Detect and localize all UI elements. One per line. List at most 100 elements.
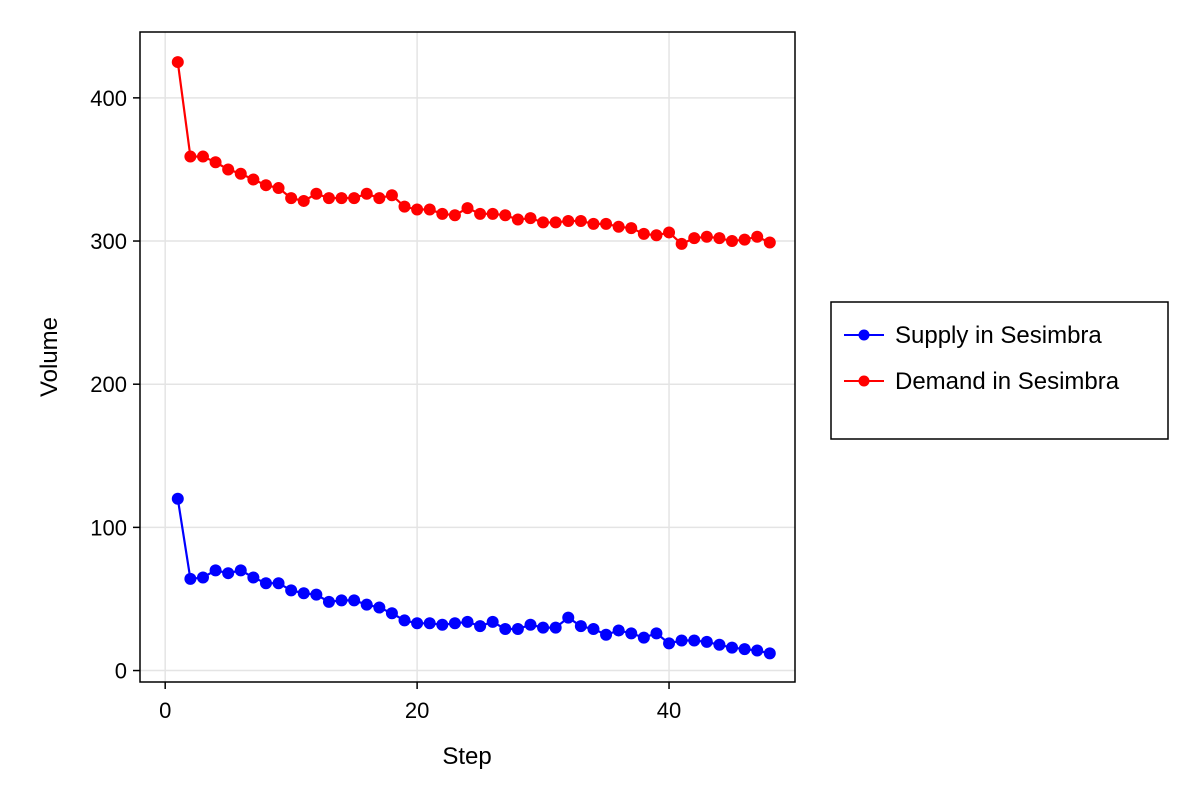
data-point-demand-in-sesimbra bbox=[738, 233, 751, 246]
data-point-demand-in-sesimbra bbox=[612, 220, 625, 233]
data-point-demand-in-sesimbra bbox=[348, 192, 361, 205]
data-point-demand-in-sesimbra bbox=[297, 194, 310, 207]
data-point-demand-in-sesimbra bbox=[663, 226, 676, 239]
data-point-supply-in-sesimbra bbox=[310, 588, 323, 601]
series-line-supply-in-sesimbra bbox=[176, 498, 771, 655]
data-point-demand-in-sesimbra bbox=[461, 202, 474, 215]
data-point-demand-in-sesimbra bbox=[763, 236, 776, 249]
data-point-demand-in-sesimbra bbox=[322, 192, 335, 205]
data-point-supply-in-sesimbra bbox=[171, 492, 184, 505]
data-point-supply-in-sesimbra bbox=[335, 594, 348, 607]
data-point-demand-in-sesimbra bbox=[574, 214, 587, 227]
data-point-demand-in-sesimbra bbox=[486, 207, 499, 220]
data-point-supply-in-sesimbra bbox=[385, 607, 398, 620]
data-point-demand-in-sesimbra bbox=[448, 209, 461, 222]
data-point-supply-in-sesimbra bbox=[209, 564, 222, 577]
data-point-demand-in-sesimbra bbox=[562, 214, 575, 227]
data-point-supply-in-sesimbra bbox=[663, 637, 676, 650]
y-tick-label: 0 bbox=[115, 659, 127, 684]
data-point-supply-in-sesimbra bbox=[348, 594, 361, 607]
data-point-supply-in-sesimbra bbox=[751, 644, 764, 657]
data-point-supply-in-sesimbra bbox=[322, 595, 335, 608]
data-point-supply-in-sesimbra bbox=[272, 577, 285, 590]
data-point-supply-in-sesimbra bbox=[600, 628, 613, 641]
data-point-supply-in-sesimbra bbox=[373, 601, 386, 614]
data-point-supply-in-sesimbra bbox=[700, 635, 713, 648]
data-point-demand-in-sesimbra bbox=[650, 229, 663, 242]
data-point-demand-in-sesimbra bbox=[537, 216, 550, 229]
data-point-supply-in-sesimbra bbox=[398, 614, 411, 627]
data-point-supply-in-sesimbra bbox=[297, 587, 310, 600]
data-point-demand-in-sesimbra bbox=[549, 216, 562, 229]
data-point-demand-in-sesimbra bbox=[587, 217, 600, 230]
data-point-demand-in-sesimbra bbox=[411, 203, 424, 216]
data-point-demand-in-sesimbra bbox=[398, 200, 411, 213]
data-point-supply-in-sesimbra bbox=[411, 617, 424, 630]
data-point-demand-in-sesimbra bbox=[474, 207, 487, 220]
legend-label-supply: Supply in Sesimbra bbox=[895, 322, 1102, 349]
data-point-supply-in-sesimbra bbox=[713, 638, 726, 651]
data-point-demand-in-sesimbra bbox=[272, 182, 285, 195]
data-point-demand-in-sesimbra bbox=[700, 230, 713, 243]
data-point-demand-in-sesimbra bbox=[726, 235, 739, 248]
data-point-supply-in-sesimbra bbox=[184, 572, 197, 585]
data-point-demand-in-sesimbra bbox=[360, 187, 373, 200]
data-point-supply-in-sesimbra bbox=[423, 617, 436, 630]
data-point-supply-in-sesimbra bbox=[247, 571, 260, 584]
data-point-supply-in-sesimbra bbox=[196, 571, 209, 584]
x-tick-label: 20 bbox=[405, 698, 429, 723]
data-point-supply-in-sesimbra bbox=[675, 634, 688, 647]
data-point-supply-in-sesimbra bbox=[549, 621, 562, 634]
y-axis-title: Volume bbox=[36, 317, 63, 397]
data-point-supply-in-sesimbra bbox=[574, 620, 587, 633]
data-point-supply-in-sesimbra bbox=[486, 615, 499, 628]
data-point-demand-in-sesimbra bbox=[499, 209, 512, 222]
data-point-demand-in-sesimbra bbox=[234, 167, 247, 180]
data-point-demand-in-sesimbra bbox=[751, 230, 764, 243]
data-point-demand-in-sesimbra bbox=[524, 212, 537, 225]
data-point-supply-in-sesimbra bbox=[499, 623, 512, 636]
data-point-demand-in-sesimbra bbox=[675, 237, 688, 250]
x-tick-label: 40 bbox=[657, 698, 681, 723]
data-point-supply-in-sesimbra bbox=[360, 598, 373, 611]
legend-box bbox=[830, 301, 1169, 440]
series-layer bbox=[171, 56, 776, 660]
x-axis-title: Step bbox=[442, 743, 491, 770]
y-tick-label: 200 bbox=[90, 372, 127, 397]
data-point-demand-in-sesimbra bbox=[637, 227, 650, 240]
data-point-demand-in-sesimbra bbox=[511, 213, 524, 226]
data-point-demand-in-sesimbra bbox=[259, 179, 272, 192]
legend: Supply in Sesimbra Demand in Sesimbra bbox=[830, 301, 1169, 440]
plot-frame bbox=[139, 31, 796, 683]
data-point-supply-in-sesimbra bbox=[726, 641, 739, 654]
data-point-demand-in-sesimbra bbox=[436, 207, 449, 220]
data-point-supply-in-sesimbra bbox=[524, 618, 537, 631]
data-point-supply-in-sesimbra bbox=[448, 617, 461, 630]
grid-lines bbox=[140, 32, 795, 682]
data-point-demand-in-sesimbra bbox=[423, 203, 436, 216]
data-point-demand-in-sesimbra bbox=[625, 222, 638, 235]
legend-marker-demand bbox=[858, 375, 870, 387]
data-point-supply-in-sesimbra bbox=[650, 627, 663, 640]
legend-label-demand: Demand in Sesimbra bbox=[895, 368, 1120, 395]
data-point-demand-in-sesimbra bbox=[600, 217, 613, 230]
data-point-supply-in-sesimbra bbox=[436, 618, 449, 631]
data-point-demand-in-sesimbra bbox=[171, 56, 184, 69]
data-point-demand-in-sesimbra bbox=[373, 192, 386, 205]
data-point-supply-in-sesimbra bbox=[259, 577, 272, 590]
data-point-supply-in-sesimbra bbox=[234, 564, 247, 577]
data-point-demand-in-sesimbra bbox=[209, 156, 222, 169]
data-point-supply-in-sesimbra bbox=[537, 621, 550, 634]
data-point-demand-in-sesimbra bbox=[688, 232, 701, 245]
data-point-supply-in-sesimbra bbox=[738, 643, 751, 656]
x-tick-label: 0 bbox=[159, 698, 171, 723]
legend-marker-supply bbox=[858, 329, 870, 341]
data-point-supply-in-sesimbra bbox=[688, 634, 701, 647]
y-tick-label: 400 bbox=[90, 86, 127, 111]
y-tick-label: 100 bbox=[90, 515, 127, 540]
data-point-demand-in-sesimbra bbox=[335, 192, 348, 205]
data-point-demand-in-sesimbra bbox=[713, 232, 726, 245]
y-tick-label: 300 bbox=[90, 229, 127, 254]
